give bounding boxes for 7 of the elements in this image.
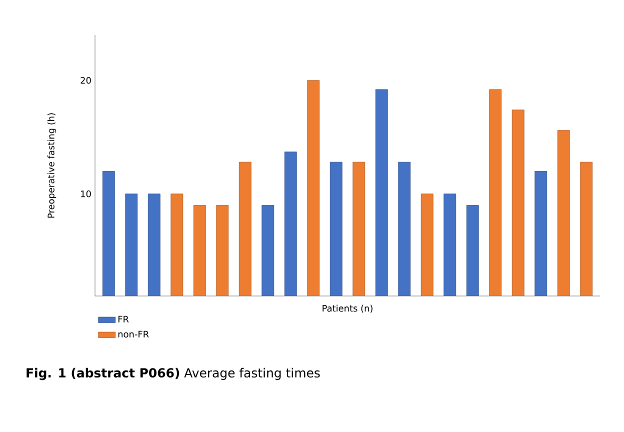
- legend-label: non-FR: [118, 330, 149, 338]
- y-axis-title: Preoperative fasting (h): [47, 113, 56, 218]
- x-axis-title: Patients (n): [322, 304, 372, 313]
- text: Fig. 1 (abstract P066) Average fasting times: [26, 368, 320, 380]
- y-tick-label: 20: [80, 76, 91, 84]
- legend-label: FR: [118, 316, 129, 322]
- y-tick-label: 10: [81, 190, 91, 198]
